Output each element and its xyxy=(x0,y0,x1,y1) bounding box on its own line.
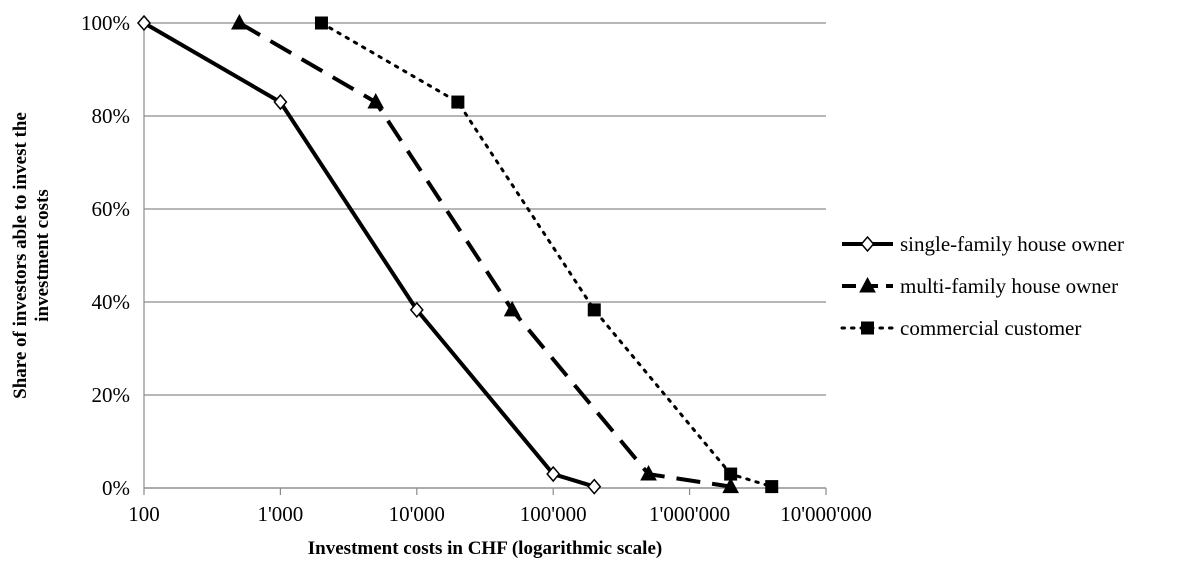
legend-label: single-family house owner xyxy=(900,232,1124,256)
data-point-marker xyxy=(503,300,521,317)
legend-item: single-family house owner xyxy=(842,232,1124,256)
legend-marker xyxy=(861,321,874,335)
tick-labels: 0% 20% 40% 60% 80% 100% 100 1'000 10'000 100'000 1… xyxy=(81,11,872,526)
data-point-marker xyxy=(231,13,248,30)
y-axis-title: Share of investors able to invest theinv… xyxy=(10,112,53,399)
x-tick-label: 100 xyxy=(128,502,160,526)
legend-marker xyxy=(860,235,875,253)
data-point-marker xyxy=(409,301,424,319)
legend-item: commercial customer xyxy=(840,316,1081,340)
x-tick-label: 10'000 xyxy=(389,502,445,526)
x-tick-label: 100'000 xyxy=(520,502,587,526)
series-1 xyxy=(137,14,602,495)
data-point-marker xyxy=(722,477,739,494)
data-point-marker xyxy=(137,14,151,32)
data-point-marker xyxy=(273,93,288,111)
y-axis-title-line: Share of investors able to invest the xyxy=(10,112,31,399)
series-2 xyxy=(231,13,739,494)
x-tick-label: 1'000'000 xyxy=(649,502,730,526)
legend: single-family house owner multi-family ho… xyxy=(840,232,1124,340)
axes xyxy=(143,23,827,495)
data-point-marker xyxy=(546,465,561,483)
legend-label: multi-family house owner xyxy=(900,274,1118,298)
series-lines xyxy=(137,13,779,495)
x-tick-label: 1'000 xyxy=(258,502,304,526)
data-point-marker xyxy=(765,480,779,494)
y-tick-label: 60% xyxy=(92,197,131,221)
data-point-marker xyxy=(640,464,657,481)
data-point-marker xyxy=(587,478,602,495)
gridlines xyxy=(144,22,826,489)
x-tick-label: 10'000'000 xyxy=(780,502,872,526)
series-line xyxy=(238,21,732,489)
legend-marker xyxy=(859,276,876,293)
y-tick-label: 20% xyxy=(92,383,131,407)
data-point-marker xyxy=(451,95,465,109)
series-3 xyxy=(314,16,779,494)
legend-item: multi-family house owner xyxy=(842,274,1118,298)
series-line xyxy=(320,21,774,489)
data-point-marker xyxy=(367,92,385,109)
y-tick-label: 40% xyxy=(92,290,131,314)
legend-label: commercial customer xyxy=(900,316,1081,340)
data-point-marker xyxy=(314,16,328,30)
data-point-marker xyxy=(587,303,601,317)
x-axis-title: Investment costs in CHF (logarithmic sca… xyxy=(308,538,662,559)
data-point-marker xyxy=(724,467,738,481)
y-tick-label: 100% xyxy=(81,11,130,35)
series-line xyxy=(142,21,595,489)
y-tick-label: 80% xyxy=(92,104,131,128)
y-tick-label: 0% xyxy=(102,476,130,500)
y-axis-title-line: investment costs xyxy=(32,189,53,321)
